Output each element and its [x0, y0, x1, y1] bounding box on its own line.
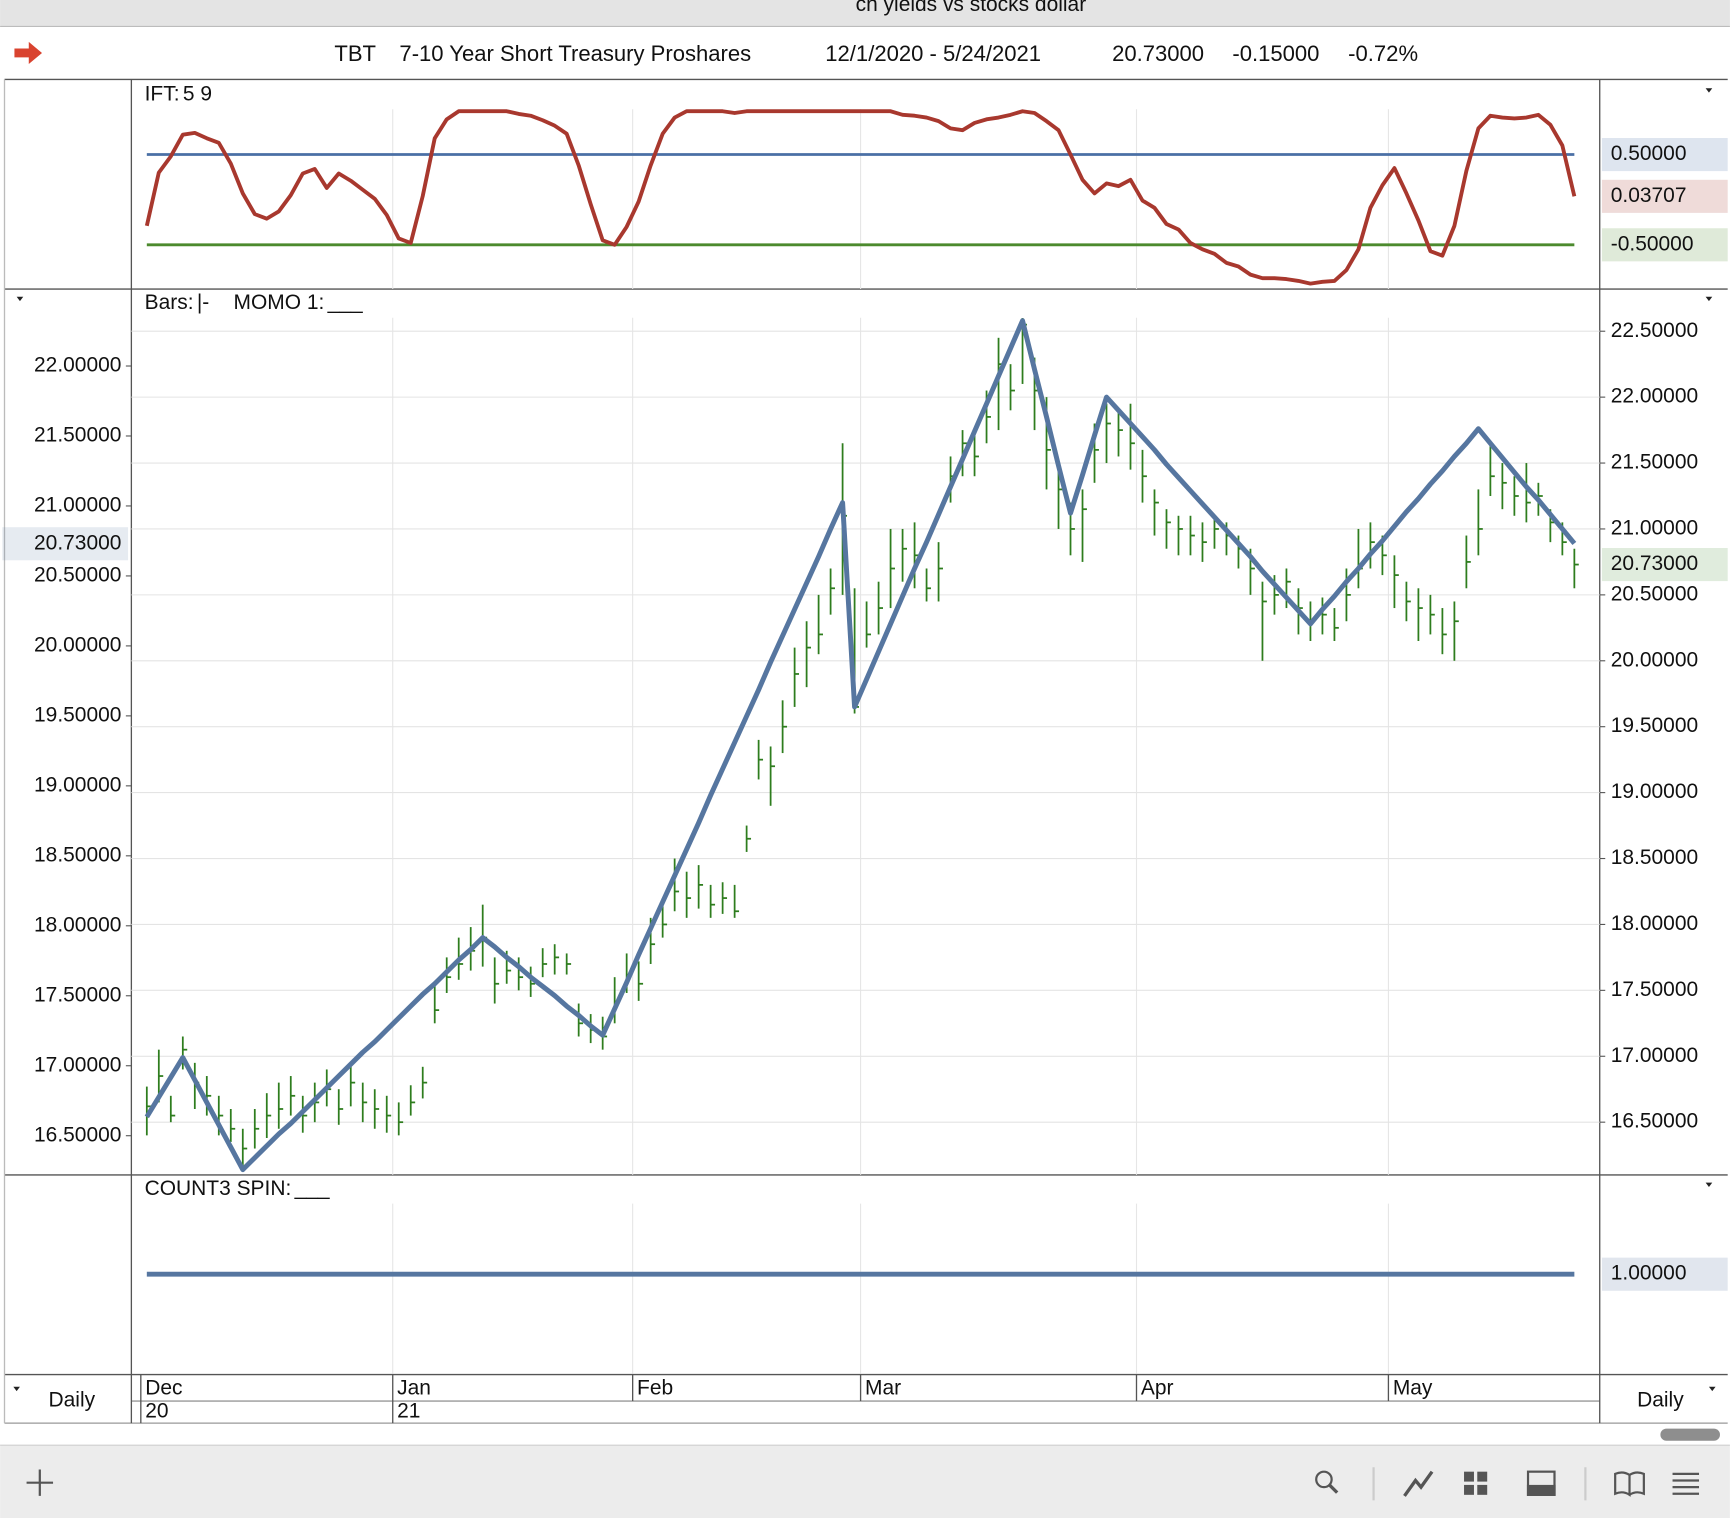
x-tick-label: Dec [145, 1376, 182, 1399]
toolbar [0, 1445, 1730, 1518]
panel-menu[interactable] [16, 296, 24, 302]
x-year-label: 21 [397, 1400, 420, 1423]
window-title: cn yields vs stocks dollar [856, 0, 1087, 16]
y2-tick-label: 18.00000 [34, 913, 121, 936]
legend-symbol: 5 9 [183, 82, 212, 105]
last-price-tag-left: 20.73000 [2, 527, 129, 561]
y-tick-tag-box [1601, 228, 1728, 262]
y-tick-label: 19.00000 [1611, 780, 1698, 803]
y-tick-tag-text: -0.50000 [1611, 232, 1694, 255]
panel-menu[interactable] [1708, 1386, 1716, 1392]
y-tick-label: 17.50000 [1611, 978, 1698, 1001]
grid-cell [1477, 1484, 1488, 1495]
y2-tick-label: 17.00000 [34, 1053, 121, 1076]
x-tick-label: Jan [397, 1376, 431, 1399]
last-price-tag-left-box [2, 527, 129, 561]
legend-label: COUNT3 SPIN: [145, 1177, 292, 1200]
title-bar [0, 0, 1730, 27]
grid-cell [1464, 1471, 1474, 1482]
y-tick-tag: 1.00000 [1601, 1257, 1728, 1291]
y2-tick-label: 18.50000 [34, 843, 121, 866]
legend-label: Bars: [145, 291, 194, 314]
y2-tick-label: 21.00000 [34, 493, 121, 516]
x-tick-label: May [1393, 1376, 1433, 1399]
panel-button-fill [1526, 1484, 1556, 1496]
price-change: -0.15000 [1232, 41, 1319, 66]
symbol: TBT [334, 41, 376, 66]
y-tick-tag-box [1601, 1257, 1728, 1291]
security-name: 7-10 Year Short Treasury Proshares [399, 41, 751, 66]
legend-symbol: ___ [294, 1177, 330, 1200]
y-tick-label: 22.50000 [1611, 319, 1698, 342]
percent-change: -0.72% [1348, 41, 1418, 66]
y-tick-tag: -0.50000 [1601, 228, 1728, 262]
x-year-label: 20 [145, 1400, 168, 1423]
panel-menu[interactable] [1705, 88, 1713, 93]
period-right[interactable]: Daily [1637, 1389, 1684, 1412]
series-line [144, 318, 1577, 1173]
grid-cell [1477, 1471, 1488, 1482]
y-tick-label: 17.00000 [1611, 1044, 1698, 1067]
x-tick-label: Mar [865, 1376, 901, 1399]
grid-cell [1464, 1484, 1474, 1495]
panel-menus [13, 88, 1716, 1392]
y-tick-label: 19.50000 [1611, 714, 1698, 737]
legend-label: MOMO 1: [234, 291, 325, 314]
legend-symbol: |- [197, 291, 209, 314]
y-tick-label: 21.00000 [1611, 516, 1698, 539]
chart-button[interactable] [1403, 1470, 1434, 1497]
last-price-tag-text: 20.73000 [1611, 552, 1698, 575]
legend-symbol: ___ [327, 291, 363, 314]
y2-tick-label: 17.50000 [34, 983, 121, 1006]
period-left[interactable]: Daily [49, 1389, 96, 1412]
add-button[interactable] [26, 1469, 54, 1496]
scrollbar-thumb[interactable] [1660, 1428, 1720, 1441]
panel-menu[interactable] [1705, 296, 1713, 302]
legend-label: IFT: [145, 82, 180, 105]
y-tick-label: 22.00000 [1611, 385, 1698, 408]
x-tick-label: Apr [1141, 1376, 1174, 1399]
panel-menu[interactable] [13, 1386, 20, 1392]
menu-button[interactable] [1672, 1472, 1700, 1495]
panel-frame [3, 78, 1728, 1424]
y-tick-label: 21.50000 [1611, 451, 1698, 474]
last-price: 20.73000 [1112, 41, 1204, 66]
y-tick-tag-box [1601, 138, 1728, 172]
last-price-tag-box [1601, 548, 1728, 582]
last-value-tag: 0.03707 [1601, 179, 1728, 213]
y2-tick-label: 16.50000 [34, 1123, 121, 1146]
book-button[interactable] [1614, 1471, 1645, 1497]
y2-tick-label: 19.00000 [34, 773, 121, 796]
date-range: 12/1/2020 - 5/24/2021 [825, 41, 1041, 66]
last-price-tag-left-text: 20.73000 [34, 531, 121, 554]
y-tick-label: 20.50000 [1611, 582, 1698, 605]
y-tick-tag-text: 0.50000 [1611, 142, 1687, 165]
x-tick-label: Feb [637, 1376, 673, 1399]
y-tick-tag: 0.50000 [1601, 138, 1728, 172]
series-line [144, 109, 1577, 286]
last-price-tag: 20.73000 [1601, 548, 1728, 582]
y2-tick-label: 19.50000 [34, 703, 121, 726]
header-arrow[interactable] [14, 41, 43, 64]
y2-tick-label: 20.50000 [34, 563, 121, 586]
y2-tick-label: 22.00000 [34, 354, 121, 377]
panel-menu[interactable] [1705, 1182, 1713, 1188]
y-tick-label: 18.50000 [1611, 846, 1698, 869]
last-value-tag-box [1601, 179, 1728, 213]
grid-button[interactable] [1464, 1471, 1488, 1495]
y-tick-label: 16.50000 [1611, 1110, 1698, 1133]
search-handle [1328, 1483, 1339, 1494]
last-value-tag-text: 0.03707 [1611, 184, 1687, 207]
y-tick-label: 18.00000 [1611, 912, 1698, 935]
y-tick-tag-text: 1.00000 [1611, 1262, 1687, 1285]
chart-area-bg [0, 27, 1730, 1446]
y2-tick-label: 21.50000 [34, 424, 121, 447]
toolbar-icons [26, 1467, 1700, 1501]
y-tick-label: 20.00000 [1611, 648, 1698, 671]
y2-tick-label: 20.00000 [34, 633, 121, 656]
search-button[interactable] [1315, 1470, 1333, 1489]
